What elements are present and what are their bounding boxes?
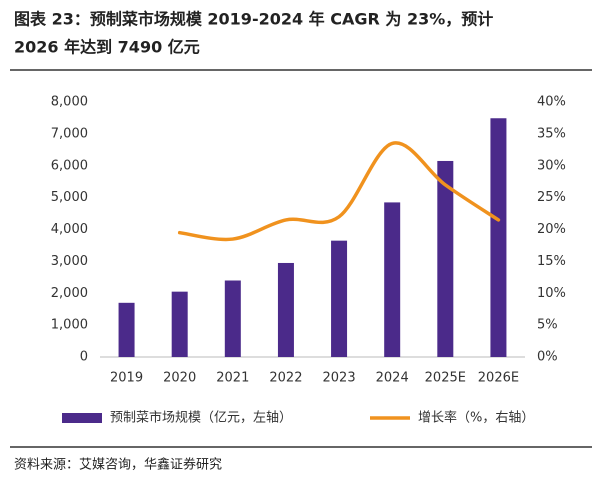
y-tick-label: 7,000 bbox=[51, 126, 88, 141]
x-tick-label: 2025E bbox=[425, 371, 466, 386]
legend-swatch bbox=[62, 413, 102, 423]
y2-tick-label: 5% bbox=[537, 318, 558, 333]
x-tick-label: 2026E bbox=[478, 371, 519, 386]
y-tick-label: 1,000 bbox=[51, 318, 88, 333]
y2-tick-label: 20% bbox=[537, 222, 566, 237]
x-tick-label: 2024 bbox=[376, 371, 409, 386]
source: 资料来源：艾媒咨询，华鑫证券研究 bbox=[14, 457, 222, 473]
y-tick-label: 5,000 bbox=[51, 190, 88, 205]
x-tick-label: 2022 bbox=[269, 371, 302, 386]
bar bbox=[224, 280, 241, 357]
y2-tick-label: 0% bbox=[537, 350, 558, 365]
bar bbox=[331, 240, 348, 357]
y-tick-label: 0 bbox=[80, 350, 88, 365]
bar bbox=[384, 202, 401, 357]
legend-label: 预制菜市场规模（亿元，左轴） bbox=[110, 410, 292, 426]
legend-label: 增长率（%，右轴） bbox=[418, 410, 534, 426]
y2-tick-label: 10% bbox=[537, 286, 566, 301]
y-tick-label: 3,000 bbox=[51, 254, 88, 269]
y2-tick-label: 35% bbox=[537, 126, 566, 141]
bar bbox=[171, 291, 188, 357]
bar bbox=[437, 160, 454, 357]
bar bbox=[490, 118, 507, 357]
chart-title: 图表 23：预制菜市场规模 2019-2024 年 CAGR 为 23%，预计 bbox=[14, 10, 493, 29]
line bbox=[177, 141, 501, 242]
bar bbox=[277, 262, 294, 357]
y2-tick-label: 30% bbox=[537, 158, 566, 173]
y-tick-label: 4,000 bbox=[51, 222, 88, 237]
x-tick-label: 2020 bbox=[163, 371, 196, 386]
x-tick-label: 2023 bbox=[323, 371, 356, 386]
y2-tick-label: 40% bbox=[537, 95, 566, 110]
chart-title: 2026 年达到 7490 亿元 bbox=[14, 38, 200, 57]
y2-tick-label: 15% bbox=[537, 254, 566, 269]
bar bbox=[118, 302, 135, 357]
x-tick-label: 2021 bbox=[216, 371, 249, 386]
x-tick-label: 2019 bbox=[110, 371, 143, 386]
y2-tick-label: 25% bbox=[537, 190, 566, 205]
y-tick-label: 8,000 bbox=[51, 95, 88, 110]
y-tick-label: 2,000 bbox=[51, 286, 88, 301]
y-tick-label: 6,000 bbox=[51, 158, 88, 173]
